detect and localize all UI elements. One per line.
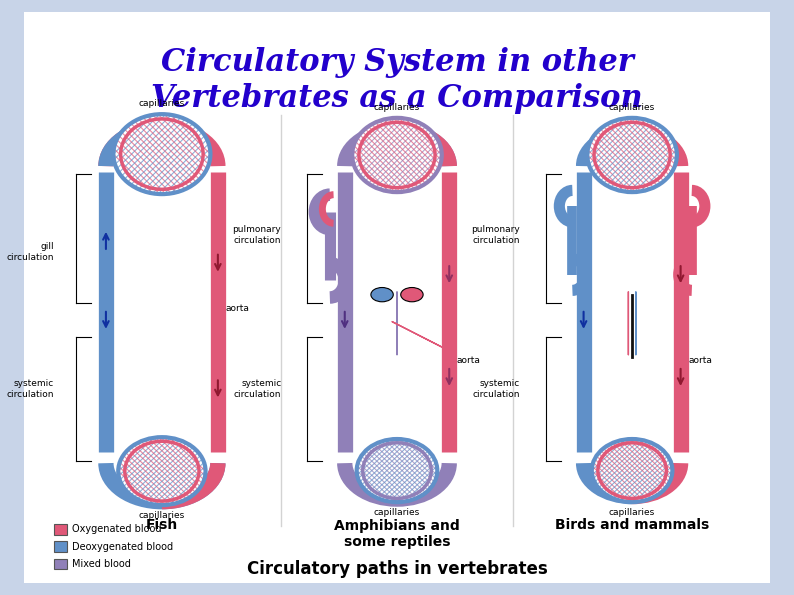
FancyArrowPatch shape <box>392 322 443 347</box>
Text: systemic
circulation: systemic circulation <box>6 379 54 399</box>
Text: Deoxygenated blood: Deoxygenated blood <box>72 541 173 552</box>
FancyBboxPatch shape <box>54 559 67 569</box>
Text: capillaries: capillaries <box>609 103 655 112</box>
Ellipse shape <box>357 439 437 502</box>
Text: Circulatory paths in vertebrates: Circulatory paths in vertebrates <box>247 560 547 578</box>
Text: aorta: aorta <box>457 356 480 365</box>
Text: systemic
circulation: systemic circulation <box>472 379 520 399</box>
FancyBboxPatch shape <box>345 163 449 466</box>
Ellipse shape <box>371 287 393 302</box>
FancyBboxPatch shape <box>17 6 777 589</box>
Text: capillaries: capillaries <box>139 511 185 520</box>
Text: Circulatory System in other
Vertebrates as a Comparison: Circulatory System in other Vertebrates … <box>151 47 643 114</box>
Text: Fish: Fish <box>146 518 178 532</box>
Text: capillaries: capillaries <box>139 99 185 108</box>
Text: Mixed blood: Mixed blood <box>72 559 131 569</box>
Ellipse shape <box>118 437 206 505</box>
FancyBboxPatch shape <box>106 163 217 466</box>
Text: aorta: aorta <box>225 305 249 314</box>
Text: capillaries: capillaries <box>609 508 655 517</box>
Ellipse shape <box>401 287 423 302</box>
Text: pulmonary
circulation: pulmonary circulation <box>472 225 520 245</box>
Text: pulmonary
circulation: pulmonary circulation <box>233 225 281 245</box>
FancyBboxPatch shape <box>54 524 67 534</box>
Text: systemic
circulation: systemic circulation <box>233 379 281 399</box>
FancyBboxPatch shape <box>54 541 67 552</box>
Text: capillaries: capillaries <box>374 508 420 517</box>
Ellipse shape <box>353 118 441 192</box>
Text: aorta: aorta <box>688 356 712 365</box>
Text: Amphibians and
some reptiles: Amphibians and some reptiles <box>334 519 460 549</box>
Text: gill
circulation: gill circulation <box>6 242 54 262</box>
Text: Oxygenated blood: Oxygenated blood <box>72 524 162 534</box>
FancyBboxPatch shape <box>584 163 680 466</box>
Ellipse shape <box>114 114 210 194</box>
Text: Birds and mammals: Birds and mammals <box>555 518 709 532</box>
Ellipse shape <box>592 439 673 502</box>
Ellipse shape <box>588 118 676 192</box>
Text: capillaries: capillaries <box>374 103 420 112</box>
